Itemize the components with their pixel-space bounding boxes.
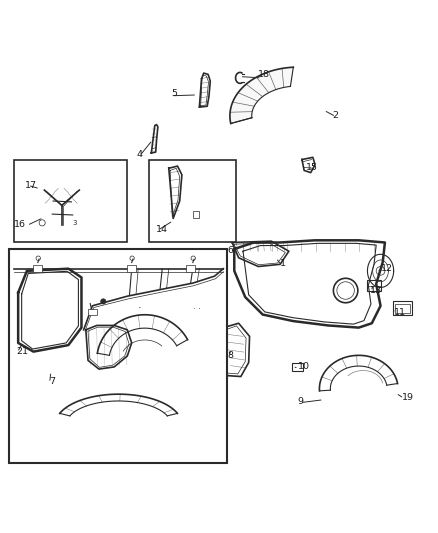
Text: ·: · [138, 303, 142, 313]
Bar [292, 362, 303, 372]
Text: 16: 16 [14, 220, 26, 229]
Text: 15: 15 [306, 164, 318, 173]
Bar [88, 309, 97, 316]
Bar [193, 211, 199, 219]
Polygon shape [230, 67, 293, 124]
Text: 17: 17 [25, 181, 37, 190]
Text: 21: 21 [16, 347, 28, 356]
Circle shape [376, 266, 385, 275]
Text: 13: 13 [370, 286, 382, 295]
Text: 9: 9 [297, 397, 304, 406]
Text: 18: 18 [258, 70, 270, 78]
Text: 5: 5 [171, 89, 177, 98]
Text: 14: 14 [155, 224, 168, 233]
Text: 11: 11 [394, 308, 406, 317]
Circle shape [101, 299, 106, 304]
Text: 2: 2 [332, 111, 339, 120]
Bar [33, 265, 42, 272]
Text: 6: 6 [228, 246, 234, 255]
Text: 19: 19 [403, 393, 414, 402]
Text: 12: 12 [381, 264, 392, 273]
Bar [127, 265, 136, 272]
Text: · ·: · · [193, 305, 201, 314]
Text: 8: 8 [228, 351, 234, 360]
Text: 1: 1 [280, 260, 286, 269]
Text: 10: 10 [297, 362, 310, 371]
Text: 3: 3 [73, 220, 77, 226]
Bar [393, 302, 413, 316]
Bar [395, 304, 410, 313]
Text: 7: 7 [49, 377, 55, 386]
Text: 4: 4 [136, 150, 142, 159]
Bar [14, 159, 127, 243]
Bar [9, 249, 227, 463]
Bar [186, 265, 195, 272]
Bar [149, 159, 237, 243]
Bar [367, 280, 381, 292]
